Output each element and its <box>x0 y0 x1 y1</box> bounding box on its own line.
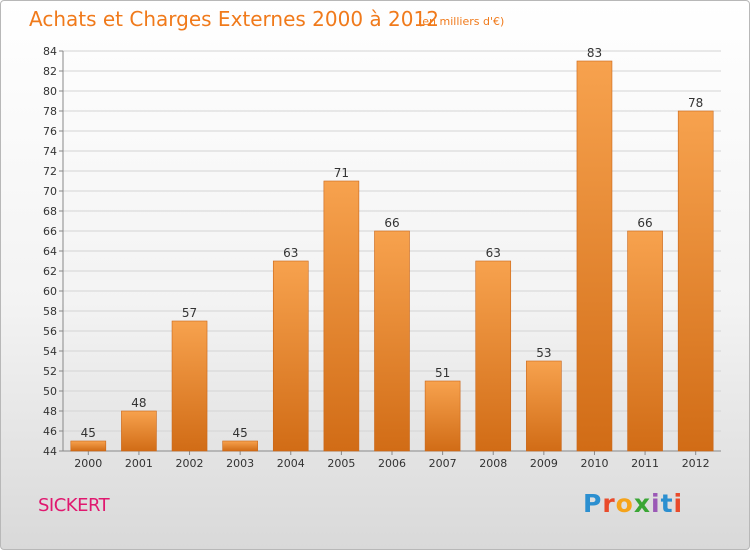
bar-2007 <box>424 380 461 452</box>
x-tick-label-2002: 2002 <box>176 457 204 470</box>
proxiti-logo: Proxiti <box>583 489 683 518</box>
data-label-2005: 71 <box>334 166 349 180</box>
data-label-2011: 66 <box>637 216 652 230</box>
data-label-2003: 45 <box>233 426 248 440</box>
y-tick-label: 72 <box>43 165 57 178</box>
city-name: SICKERT <box>38 495 110 516</box>
bar-2005 <box>323 180 360 452</box>
y-tick-label: 80 <box>43 85 57 98</box>
logo-letter: i <box>673 489 684 518</box>
data-label-2012: 78 <box>688 96 703 110</box>
logo-letter: r <box>602 489 616 518</box>
logo-letter: o <box>615 489 634 518</box>
bar-2012 <box>677 110 714 452</box>
y-tick-label: 64 <box>43 245 57 258</box>
bar-2002 <box>171 320 208 452</box>
bar-2008 <box>475 260 512 452</box>
x-tick-label-2001: 2001 <box>125 457 153 470</box>
y-tick-label: 70 <box>43 185 57 198</box>
y-tick-label: 66 <box>43 225 57 238</box>
x-tick-label-2008: 2008 <box>479 457 507 470</box>
logo-letter: P <box>583 489 603 518</box>
y-tick-label: 68 <box>43 205 57 218</box>
y-tick-label: 60 <box>43 285 57 298</box>
x-tick-label-2009: 2009 <box>530 457 558 470</box>
bar-2011 <box>627 230 663 452</box>
y-tick-label: 46 <box>43 425 57 438</box>
logo-letter: i <box>651 489 661 518</box>
data-label-2007: 51 <box>435 366 450 380</box>
data-label-2009: 53 <box>536 346 551 360</box>
data-label-2002: 57 <box>182 306 197 320</box>
x-tick-label-2012: 2012 <box>682 457 710 470</box>
y-tick-label: 76 <box>43 125 57 138</box>
y-tick-label: 48 <box>43 405 57 418</box>
y-tick-label: 50 <box>43 385 57 398</box>
chart-subtitle: (en milliers d'€) <box>418 15 505 28</box>
y-tick-label: 62 <box>43 265 57 278</box>
logo-letter: x <box>633 489 651 518</box>
x-tick-label-2007: 2007 <box>429 457 457 470</box>
chart-title: Achats et Charges Externes 2000 à 2012 <box>29 7 439 31</box>
x-tick-label-2004: 2004 <box>277 457 305 470</box>
bar-2006 <box>374 230 410 452</box>
y-tick-label: 82 <box>43 65 57 78</box>
y-tick-label: 78 <box>43 105 57 118</box>
data-label-2004: 63 <box>283 246 298 260</box>
y-tick-label: 52 <box>43 365 57 378</box>
y-tick-label: 84 <box>43 45 57 58</box>
data-label-2001: 48 <box>131 396 146 410</box>
x-tick-label-2005: 2005 <box>327 457 355 470</box>
bar-2010 <box>576 60 613 452</box>
y-tick-label: 44 <box>43 445 57 458</box>
x-tick-label-2010: 2010 <box>580 457 608 470</box>
x-tick-label-2000: 2000 <box>74 457 102 470</box>
logo-letter: t <box>660 489 674 518</box>
y-tick-label: 54 <box>43 345 57 358</box>
bar-2009 <box>526 360 562 452</box>
y-tick-label: 58 <box>43 305 57 318</box>
data-label-2000: 45 <box>81 426 96 440</box>
bar-2004 <box>272 260 309 452</box>
bar-2000 <box>70 440 107 452</box>
x-tick-label-2003: 2003 <box>226 457 254 470</box>
bar-2003 <box>222 440 258 452</box>
data-label-2006: 66 <box>384 216 399 230</box>
x-tick-label-2011: 2011 <box>631 457 659 470</box>
x-tick-label-2006: 2006 <box>378 457 406 470</box>
y-tick-label: 56 <box>43 325 57 338</box>
data-label-2008: 63 <box>486 246 501 260</box>
data-label-2010: 83 <box>587 46 602 60</box>
bar-2001 <box>121 410 157 452</box>
y-tick-label: 74 <box>43 145 57 158</box>
